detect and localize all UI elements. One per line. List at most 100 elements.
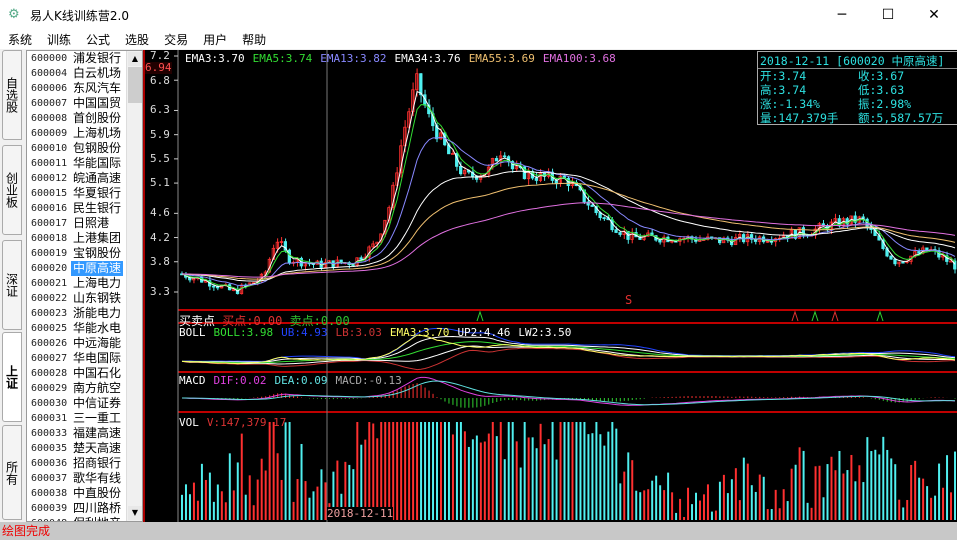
volume-bar bbox=[830, 456, 833, 520]
candle-body bbox=[853, 215, 857, 223]
stock-row[interactable]: 600048保利地产 bbox=[27, 516, 142, 521]
candle-body bbox=[211, 285, 216, 288]
stock-row[interactable]: 600015 华夏银行 bbox=[27, 186, 142, 201]
menu-item[interactable]: 选股 bbox=[125, 33, 150, 47]
stock-row[interactable]: 600025 华能水电 bbox=[27, 321, 142, 336]
stock-row[interactable]: 600023 浙能电力 bbox=[27, 306, 142, 321]
volume-bar bbox=[392, 422, 395, 520]
side-tab[interactable]: 创业板 bbox=[2, 145, 22, 235]
stock-row[interactable]: 600004 白云机场 bbox=[27, 66, 142, 81]
title-bar: ⚙ 易人K线训练营2.0 ─ ☐ ✕ bbox=[0, 0, 957, 30]
scroll-thumb[interactable] bbox=[128, 67, 142, 103]
side-tab[interactable]: 自选股 bbox=[2, 50, 22, 140]
stock-row[interactable]: 600019 宝钢股份 bbox=[27, 246, 142, 261]
price-tick: 5.1 bbox=[150, 176, 170, 190]
scroll-up-button[interactable]: ▲ bbox=[128, 52, 142, 66]
stock-row[interactable]: 600022 山东钢铁 bbox=[27, 291, 142, 306]
cursor-price-label: 6.94 bbox=[145, 61, 172, 74]
menu-item[interactable]: 帮助 bbox=[242, 33, 267, 47]
volume-bar bbox=[794, 464, 797, 520]
stock-name: 华电国际 bbox=[73, 351, 122, 365]
stock-row[interactable]: 600000 浦发银行 bbox=[27, 51, 142, 66]
volume-bar bbox=[483, 441, 486, 520]
side-tab[interactable]: 所有 bbox=[2, 425, 22, 520]
stock-code: 600012 bbox=[31, 173, 68, 184]
menu-item[interactable]: 训练 bbox=[47, 33, 72, 47]
volume-bar bbox=[184, 484, 187, 520]
stock-row[interactable]: 600020 中原高速 bbox=[27, 261, 142, 276]
stock-list-scrollbar[interactable]: ▲ ▼ bbox=[126, 51, 142, 521]
scroll-down-button[interactable]: ▼ bbox=[128, 506, 142, 520]
stock-row[interactable]: 600008 首创股份 bbox=[27, 111, 142, 126]
info-open: 开:3.74 bbox=[760, 69, 807, 83]
volume-bar bbox=[627, 452, 630, 520]
volume-bar bbox=[770, 509, 773, 520]
volume-bar bbox=[718, 481, 721, 520]
volume-bar bbox=[264, 470, 267, 520]
stock-row[interactable]: 600021 上海电力 bbox=[27, 276, 142, 291]
stock-row[interactable]: 600018 上港集团 bbox=[27, 231, 142, 246]
menu-item[interactable]: 公式 bbox=[86, 33, 111, 47]
stock-row[interactable]: 600006 东风汽车 bbox=[27, 81, 142, 96]
stock-row[interactable]: 600028 中国石化 bbox=[27, 366, 142, 381]
volume-bar bbox=[675, 512, 678, 520]
stock-row[interactable]: 600027 华电国际 bbox=[27, 351, 142, 366]
volume-bar bbox=[543, 444, 546, 520]
stock-row[interactable]: 600026 中远海能 bbox=[27, 336, 142, 351]
legend-item: BOLL:3.98 bbox=[213, 326, 274, 339]
stock-row[interactable]: 600009 上海机场 bbox=[27, 126, 142, 141]
volume-bar bbox=[643, 490, 646, 520]
stock-name: 楚天高速 bbox=[73, 441, 122, 455]
volume-bar bbox=[336, 460, 339, 520]
candle-body bbox=[279, 241, 284, 243]
volume-bar bbox=[547, 439, 550, 520]
maximize-button[interactable]: ☐ bbox=[881, 7, 895, 23]
menu-item[interactable]: 交易 bbox=[164, 33, 189, 47]
volume-bar bbox=[730, 479, 733, 520]
stock-row[interactable]: 600037 歌华有线 bbox=[27, 471, 142, 486]
stock-row[interactable]: 600011 华能国际 bbox=[27, 156, 142, 171]
stock-row[interactable]: 600036 招商银行 bbox=[27, 456, 142, 471]
volume-bar bbox=[272, 422, 275, 520]
volume-bar bbox=[459, 422, 462, 520]
stock-code: 600048 bbox=[31, 516, 71, 521]
stock-row[interactable]: 600031 三一重工 bbox=[27, 411, 142, 426]
stock-row[interactable]: 600033 福建高速 bbox=[27, 426, 142, 441]
candle-body bbox=[215, 286, 220, 289]
volume-bar bbox=[212, 501, 215, 520]
volume-bar bbox=[710, 511, 713, 520]
stock-row[interactable]: 600030 中信证券 bbox=[27, 396, 142, 411]
close-button[interactable]: ✕ bbox=[928, 7, 940, 23]
menu-item[interactable]: 系统 bbox=[8, 33, 33, 47]
side-tab[interactable]: 上证 bbox=[2, 332, 22, 422]
stock-row[interactable]: 600029 南方航空 bbox=[27, 381, 142, 396]
stock-row[interactable]: 600017 日照港 bbox=[27, 216, 142, 231]
legend-item: LW2:3.50 bbox=[518, 326, 572, 339]
stock-row[interactable]: 600016 民生银行 bbox=[27, 201, 142, 216]
volume-bar bbox=[463, 431, 466, 520]
minimize-button[interactable]: ─ bbox=[837, 7, 847, 23]
volume-bar bbox=[599, 434, 602, 520]
stock-row[interactable]: 600038 中直股份 bbox=[27, 486, 142, 501]
ema100-line bbox=[181, 202, 956, 278]
stock-row[interactable]: 600035 楚天高速 bbox=[27, 441, 142, 456]
stock-code: 600016 bbox=[31, 203, 68, 214]
stock-row[interactable]: 600039 四川路桥 bbox=[27, 501, 142, 516]
kline-chart[interactable]: 7.2 6.8 6.3 5.9 5.5 5.1 4.6 4.2 3.8 3.3 EMA3:3.70… bbox=[143, 50, 957, 522]
side-tab[interactable]: 深证 bbox=[2, 240, 22, 330]
volume-bar bbox=[571, 422, 574, 520]
volume-bar bbox=[380, 422, 383, 520]
stock-name: 山东钢铁 bbox=[73, 291, 122, 305]
stock-row[interactable]: 600010 包钢股份 bbox=[27, 141, 142, 156]
volume-bar bbox=[396, 422, 399, 520]
legend-item: EMA3:3.70 bbox=[389, 326, 450, 339]
stock-row[interactable]: 600012 皖通高速 bbox=[27, 171, 142, 186]
boll-ema3-line bbox=[181, 334, 956, 365]
menu-item[interactable]: 用户 bbox=[203, 33, 228, 47]
stock-row[interactable]: 600007 中国国贸 bbox=[27, 96, 142, 111]
volume-bar bbox=[436, 422, 438, 520]
stock-list[interactable]: 600000 浦发银行 600004 白云机场 600006 东风汽车 600007 中国国贸… bbox=[26, 50, 143, 522]
stock-name: 皖通高速 bbox=[73, 171, 122, 185]
chart-canvas[interactable] bbox=[145, 50, 957, 522]
stock-name: 歌华有线 bbox=[73, 471, 122, 485]
